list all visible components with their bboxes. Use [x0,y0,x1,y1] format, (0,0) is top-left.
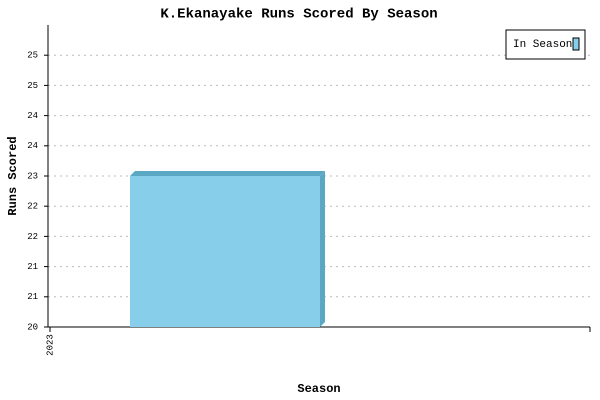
bar [130,176,320,327]
x-axis-label: Season [297,382,340,396]
y-tick-label: 25 [27,51,38,61]
y-tick-label: 22 [27,232,38,242]
legend-swatch [572,37,580,51]
y-tick-label: 22 [27,202,38,212]
y-tick-label: 24 [27,111,38,121]
bar-side [320,171,325,327]
y-tick-label: 21 [27,262,38,272]
x-tick-label: 2023 [45,334,55,356]
y-tick-label: 25 [27,81,38,91]
y-axis-label: Runs Scored [6,136,20,215]
y-tick-label: 20 [27,322,38,332]
legend: In Season [505,29,586,60]
legend-label: In Season [513,39,572,51]
y-tick-label: 23 [27,171,38,181]
bar-top [130,171,325,176]
y-tick-label: 21 [27,292,38,302]
legend-box [505,29,586,60]
y-tick-label: 24 [27,141,38,151]
chart-title: K.Ekanayake Runs Scored By Season [160,7,437,23]
